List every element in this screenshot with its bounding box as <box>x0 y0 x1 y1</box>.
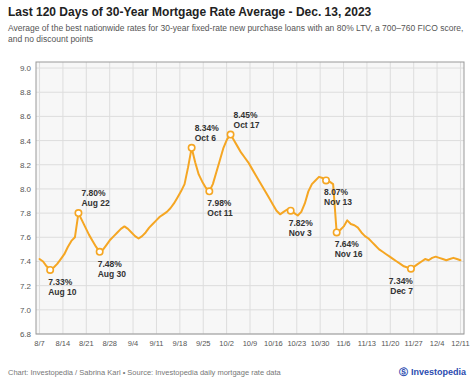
annotation-line: Nov 3 <box>289 228 312 238</box>
y-tick-label: 8.0 <box>20 185 32 194</box>
annotation-line: 7.80% <box>81 188 106 198</box>
annotation-marker <box>188 145 194 151</box>
x-grid-line <box>179 62 180 334</box>
annotation-marker <box>47 267 53 273</box>
annotation-line: Oct 11 <box>207 208 233 218</box>
annotation: 8.07%Nov 13 <box>324 187 352 207</box>
x-tick-label: 10/16 <box>264 339 283 348</box>
footer: Chart: Investopedia / Sabrina Karl • Sou… <box>8 368 282 377</box>
y-tick-label: 8.2 <box>20 161 32 170</box>
annotation-line: Aug 10 <box>48 287 77 297</box>
annotation: 7.64%Nov 16 <box>335 239 363 259</box>
x-grid-line <box>460 62 461 334</box>
y-tick-label: 8.8 <box>20 88 32 97</box>
x-tick-label: 10/9 <box>243 339 258 348</box>
y-tick-label: 7.0 <box>20 306 32 315</box>
annotation: 7.48%Aug 30 <box>98 259 127 279</box>
y-tick-label: 8.6 <box>20 112 32 121</box>
x-grid-line <box>437 62 438 334</box>
annotation-line: 8.45% <box>234 110 259 120</box>
title: Last 120 Days of 30-Year Mortgage Rate A… <box>8 5 372 19</box>
y-tick-label: 8.4 <box>20 137 32 146</box>
subtitle-line: Average of the best nationwide rates for… <box>8 23 463 33</box>
x-grid-line <box>296 62 297 334</box>
x-tick-label: 9/11 <box>149 339 163 348</box>
x-grid-line <box>413 62 414 334</box>
annotation: 8.45%Oct 17 <box>234 110 260 130</box>
x-tick-label: 9/4 <box>128 339 138 348</box>
plot-frame <box>36 62 464 334</box>
x-tick-label: 12/4 <box>430 339 445 348</box>
annotation-line: 7.64% <box>335 239 360 249</box>
x-grid-line <box>273 62 274 334</box>
annotation-line: 8.07% <box>324 187 349 197</box>
annotation-line: Oct 6 <box>195 133 217 143</box>
x-tick-label: 11/6 <box>337 339 351 348</box>
annotation-line: Nov 13 <box>324 197 352 207</box>
annotation-marker <box>333 229 339 235</box>
annotation-line: Aug 30 <box>98 269 127 279</box>
y-tick-label: 7.8 <box>20 209 32 218</box>
annotation-line: Aug 22 <box>81 198 110 208</box>
annotation-line: 7.34% <box>389 276 414 286</box>
annotation-line: Dec 7 <box>390 286 413 296</box>
annotation-line: Oct 17 <box>234 120 260 130</box>
line <box>40 135 461 270</box>
x-tick-label: 11/20 <box>381 339 399 348</box>
y-tick-label: 7.4 <box>20 257 32 266</box>
data-layer <box>40 131 461 273</box>
x-grid-line <box>320 62 321 334</box>
annotation: 8.34%Oct 6 <box>195 123 220 143</box>
annotation-marker <box>75 210 81 216</box>
annotation-line: 7.33% <box>48 277 73 287</box>
annotation-marker <box>227 131 233 137</box>
annotation-marker <box>206 188 212 194</box>
annotation-line: 7.98% <box>207 198 232 208</box>
annotation-line: Nov 16 <box>335 249 363 259</box>
y-tick-label: 7.2 <box>20 282 32 291</box>
annotation-line: 7.48% <box>98 259 123 269</box>
x-tick-label: 11/13 <box>358 339 376 348</box>
x-tick-label: 9/25 <box>196 339 211 348</box>
plot-background <box>36 62 464 334</box>
annotation: 7.98%Oct 11 <box>207 198 233 218</box>
x-grid-line <box>39 62 40 334</box>
annotation: 7.33%Aug 10 <box>48 277 77 297</box>
x-tick-label: 8/14 <box>56 339 71 348</box>
x-tick-label: 10/23 <box>287 339 306 348</box>
y-tick-label: 7.6 <box>20 233 32 242</box>
subtitle-line: and no discount points <box>8 34 93 44</box>
chart: Last 120 Days of 30-Year Mortgage Rate A… <box>0 0 474 383</box>
x-tick-label: 12/11 <box>451 339 469 348</box>
annotation: 7.34%Dec 7 <box>389 276 414 296</box>
x-tick-label: 9/18 <box>173 339 188 348</box>
annotation-line: 8.34% <box>195 123 220 133</box>
annotation-marker <box>408 266 414 272</box>
annotation-marker <box>323 177 329 183</box>
x-grid-line <box>156 62 157 334</box>
x-tick-label: 8/7 <box>34 339 44 348</box>
x-tick-label: 8/28 <box>102 339 117 348</box>
annotation-line: 7.82% <box>289 218 314 228</box>
x-tick-label: 8/21 <box>79 339 94 348</box>
annotation: 7.82%Nov 3 <box>289 218 314 238</box>
x-grid-line <box>203 62 204 334</box>
y-tick-label: 6.8 <box>20 330 32 339</box>
credit: Ⓢ Investopedia <box>399 367 467 377</box>
x-tick-label: 10/2 <box>219 339 234 348</box>
x-grid-line <box>250 62 251 334</box>
x-tick-label: 11/27 <box>405 339 423 348</box>
x-grid-line <box>366 62 367 334</box>
annotation-marker <box>287 207 293 213</box>
x-tick-label: 10/30 <box>311 339 330 348</box>
annotation: 7.80%Aug 22 <box>81 188 110 208</box>
y-tick-label: 9.0 <box>20 64 32 73</box>
annotation-marker <box>96 249 102 255</box>
subtitle: Average of the best nationwide rates for… <box>8 23 463 44</box>
x-grid-line <box>133 62 134 334</box>
grid <box>36 62 464 334</box>
